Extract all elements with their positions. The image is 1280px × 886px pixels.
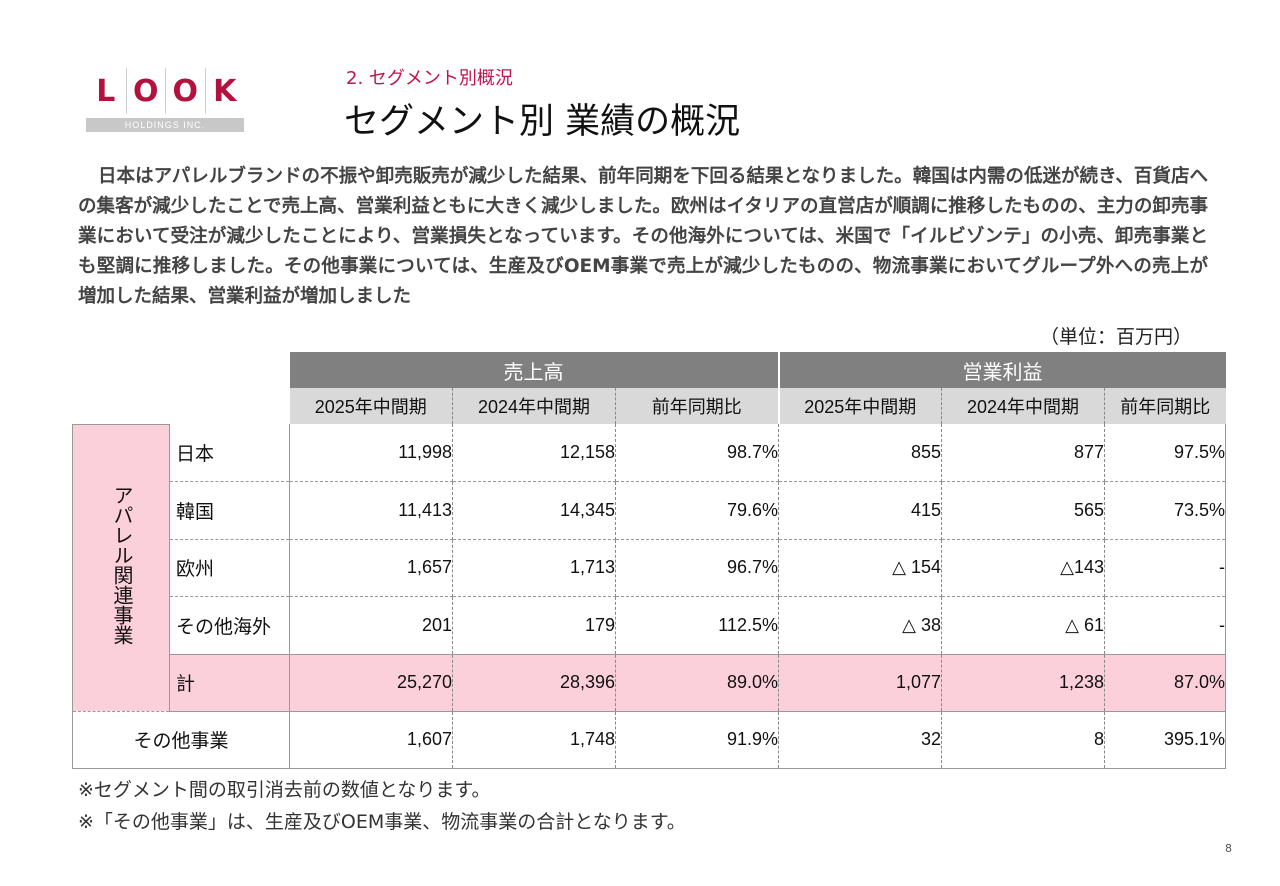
section-label: 2. セグメント別概況 [346,68,513,89]
group-header-row: 売上高 営業利益 [72,352,1226,388]
header-blank [72,388,290,424]
cell-value: 97.5% [1104,424,1226,482]
group-header-operating-profit: 営業利益 [778,352,1226,388]
cell-value: 1,077 [778,653,942,712]
page-title: セグメント別 業績の概況 [344,102,741,142]
table-row: 韓国 11,413 14,345 79.6% 415 565 73.5% [73,481,1226,540]
cell-value: 565 [941,481,1105,540]
cell-value: 14,345 [452,481,616,540]
cell-value: 89.0% [615,653,779,712]
company-logo: L O O K HOLDINGS INC. [86,68,244,132]
apparel-segment-label-text: アパレル関連事業 [110,484,132,645]
cell-value: 91.9% [615,711,779,769]
column-header: 2024年中間期 [452,388,616,424]
group-header-sales: 売上高 [289,352,780,388]
row-label: 計 [169,653,290,712]
logo-letter: L [96,73,116,109]
cell-value: 1,713 [452,539,616,597]
cell-value: - [1104,596,1226,655]
summary-text: 日本はアパレルブランドの不振や卸売販売が減少した結果、前年同期を下回る結果となり… [78,166,1208,307]
row-label: その他海外 [169,596,290,655]
page-number: 8 [1225,842,1232,855]
cell-value: 8 [941,711,1105,769]
cell-value: 11,998 [289,424,453,482]
cell-value: 98.7% [615,424,779,482]
column-header: 前年同期比 [615,388,780,424]
cell-value: 32 [778,711,942,769]
cell-value: 11,413 [289,481,453,540]
cell-value: 25,270 [289,653,453,712]
column-header: 2025年中間期 [289,388,453,424]
column-header-row: 2025年中間期 2024年中間期 前年同期比 2025年中間期 2024年中間… [72,388,1226,424]
cell-value: 395.1% [1104,711,1226,769]
cell-value: 1,238 [941,653,1105,712]
cell-value: 201 [289,596,453,655]
cell-value: △ 61 [941,596,1105,655]
cell-value: 179 [452,596,616,655]
table-row: 欧州 1,657 1,713 96.7% △ 154 △143 - [73,539,1226,597]
logo-letter: K [204,68,245,114]
other-business-row: その他事業 1,607 1,748 91.9% 32 8 395.1% [72,711,1226,769]
column-header: 2025年中間期 [778,388,942,424]
cell-value: 28,396 [452,653,616,712]
logo-letter: O [165,68,205,114]
footnotes: ※セグメント間の取引消去前の数値となります。 ※「その他事業」は、生産及びOEM… [78,774,686,838]
cell-value: △ 38 [778,596,942,655]
footnote: ※「その他事業」は、生産及びOEM事業、物流事業の合計となります。 [78,811,686,833]
cell-value: 12,158 [452,424,616,482]
row-label: 日本 [169,424,290,482]
footnote: ※セグメント間の取引消去前の数値となります。 [78,779,491,801]
table-row: その他海外 201 179 112.5% △ 38 △ 61 - [73,596,1226,655]
segment-table: 売上高 営業利益 2025年中間期 2024年中間期 前年同期比 2025年中間… [72,352,1226,769]
logo-letters: L O O K [86,68,244,114]
row-label: 韓国 [169,481,290,540]
cell-value: 1,657 [289,539,453,597]
column-header: 前年同期比 [1104,388,1226,424]
column-header: 2024年中間期 [941,388,1105,424]
cell-value: 877 [941,424,1105,482]
total-row: 計 25,270 28,396 89.0% 1,077 1,238 87.0% [73,653,1226,712]
cell-value: 112.5% [615,596,779,655]
cell-value: 855 [778,424,942,482]
row-label: 欧州 [169,539,290,597]
cell-value: 415 [778,481,942,540]
logo-subtitle: HOLDINGS INC. [86,118,244,132]
cell-value: 87.0% [1104,653,1226,712]
logo-letter: O [125,68,166,114]
cell-value: 79.6% [615,481,779,540]
cell-value: 73.5% [1104,481,1226,540]
cell-value: △143 [941,539,1105,597]
cell-value: 96.7% [615,539,779,597]
cell-value: 1,607 [289,711,453,769]
cell-value: △ 154 [778,539,942,597]
cell-value: 1,748 [452,711,616,769]
header-blank [72,352,290,388]
row-label: その他事業 [72,711,290,769]
unit-label: （単位：百万円） [1039,326,1192,348]
table-row: アパレル関連事業 日本 11,998 12,158 98.7% 855 877 … [72,423,1226,712]
cell-value: - [1104,539,1226,597]
apparel-segment-label: アパレル関連事業 [72,423,170,712]
